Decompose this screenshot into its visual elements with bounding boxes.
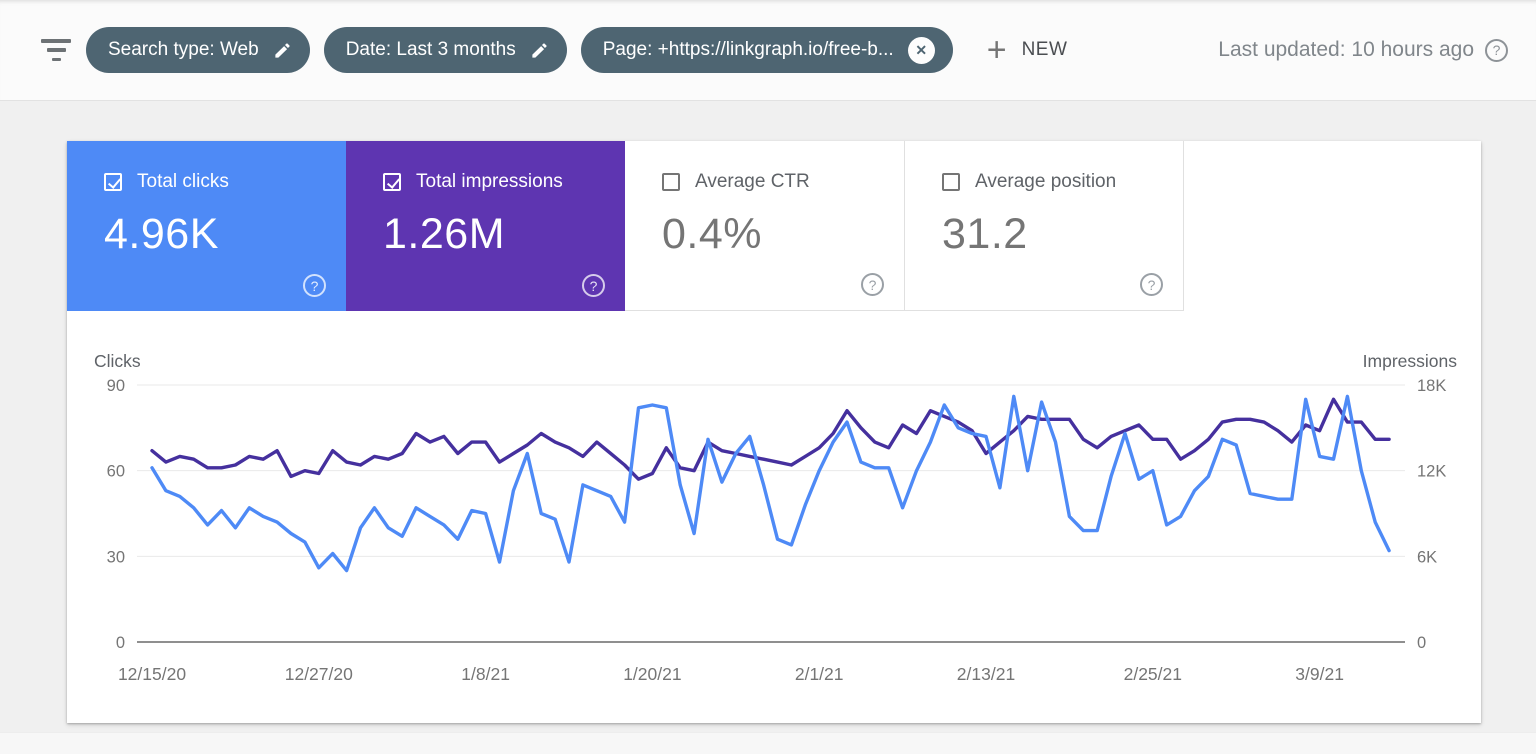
help-icon[interactable]: ? (582, 274, 605, 297)
right-axis-tick: 12K (1417, 463, 1446, 481)
average-ctr-tile[interactable]: Average CTR 0.4% ? (625, 141, 904, 311)
last-updated: Last updated: 10 hours ago ? (1218, 38, 1508, 62)
clicks-line (150, 394, 1391, 573)
page-filter-chip[interactable]: Page: +https://linkgraph.io/free-b... ✕ (580, 27, 953, 73)
filter-list-icon[interactable] (40, 39, 72, 61)
left-axis-title: Clicks (94, 351, 141, 371)
x-axis-tick: 12/27/20 (285, 664, 353, 684)
metric-tiles-row: Total clicks 4.96K ? Total impressions 1… (67, 141, 1481, 311)
tile-label: Total impressions (416, 171, 563, 192)
tile-label: Total clicks (137, 171, 229, 192)
plus-icon: + (986, 31, 1007, 69)
top-toolbar: Search type: Web Date: Last 3 months Pag… (0, 0, 1536, 101)
checkbox-unchecked-icon[interactable] (662, 173, 680, 191)
new-filter-button[interactable]: + NEW (986, 31, 1068, 69)
x-axis-tick: 3/9/21 (1295, 664, 1344, 684)
help-icon[interactable]: ? (861, 273, 884, 296)
x-axis-tick: 2/1/21 (795, 664, 844, 684)
left-axis-tick: 30 (107, 548, 125, 566)
right-axis-tick: 0 (1417, 634, 1426, 652)
total-impressions-tile[interactable]: Total impressions 1.26M ? (346, 141, 625, 311)
performance-line-chart[interactable]: 90 18K 60 12K 30 6K 0 0 Clicks Impressions 12/15/2… (67, 336, 1481, 723)
left-axis-tick: 90 (107, 377, 125, 395)
x-axis-tick: 1/8/21 (461, 664, 510, 684)
help-icon[interactable]: ? (1140, 273, 1163, 296)
total-clicks-value: 4.96K (104, 210, 219, 258)
left-axis-tick: 60 (107, 463, 125, 481)
page-filter-chip-label: Page: +https://linkgraph.io/free-b... (602, 39, 894, 60)
tile-label: Average CTR (695, 171, 810, 192)
x-axis-tick: 1/20/21 (623, 664, 681, 684)
checkbox-checked-icon[interactable] (104, 173, 122, 191)
remove-filter-icon[interactable]: ✕ (907, 36, 935, 64)
help-icon[interactable]: ? (303, 274, 326, 297)
right-axis-title: Impressions (1363, 351, 1458, 371)
total-impressions-value: 1.26M (383, 210, 506, 258)
checkbox-checked-icon[interactable] (383, 173, 401, 191)
last-updated-text: Last updated: 10 hours ago (1218, 38, 1474, 61)
search-type-chip-label: Search type: Web (108, 39, 259, 60)
x-axis-tick: 2/13/21 (957, 664, 1015, 684)
x-axis-tick: 2/25/21 (1124, 664, 1182, 684)
right-axis-tick: 6K (1417, 548, 1437, 566)
average-ctr-value: 0.4% (662, 210, 763, 258)
impressions-line (150, 397, 1391, 481)
tile-label: Average position (975, 171, 1117, 192)
performance-card: Total clicks 4.96K ? Total impressions 1… (67, 141, 1481, 723)
tiles-spacer (1183, 141, 1481, 311)
new-filter-label: NEW (1021, 39, 1068, 60)
date-range-chip[interactable]: Date: Last 3 months (323, 27, 567, 73)
search-type-chip[interactable]: Search type: Web (86, 27, 310, 73)
edit-pencil-icon (532, 42, 547, 58)
help-icon[interactable]: ? (1485, 38, 1508, 62)
average-position-value: 31.2 (942, 210, 1028, 258)
edit-pencil-icon (275, 42, 290, 58)
total-clicks-tile[interactable]: Total clicks 4.96K ? (67, 141, 346, 311)
right-axis-tick: 18K (1417, 377, 1446, 395)
left-axis-tick: 0 (116, 634, 125, 652)
x-axis-tick: 12/15/20 (118, 664, 186, 684)
average-position-tile[interactable]: Average position 31.2 ? (904, 141, 1183, 311)
checkbox-unchecked-icon[interactable] (942, 173, 960, 191)
date-range-chip-label: Date: Last 3 months (345, 39, 516, 60)
footer-strip (0, 732, 1536, 754)
